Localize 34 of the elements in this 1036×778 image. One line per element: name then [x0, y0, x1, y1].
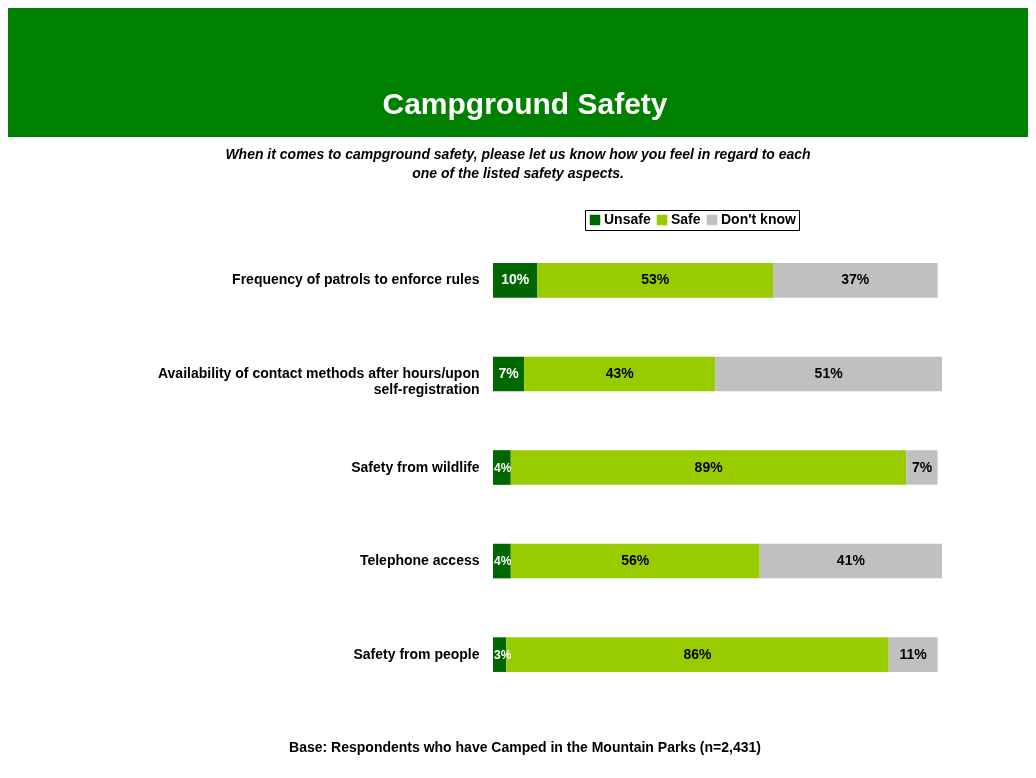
data-label: 86% [683, 645, 713, 662]
data-label: 43% [605, 364, 635, 381]
bar [537, 263, 774, 298]
legend-label: Unsafe [604, 211, 651, 227]
bar [773, 263, 938, 298]
y-tick-label: Safety from people [353, 645, 480, 662]
bar [715, 356, 942, 392]
data-label: 10% [501, 271, 530, 288]
chart-title: Campground Safety [382, 87, 668, 120]
y-tick-label: Safety from wildlife [351, 458, 480, 475]
data-label: 11% [899, 645, 928, 662]
bar [888, 637, 938, 672]
data-label: 4% [494, 460, 512, 475]
bar [524, 356, 716, 392]
data-label: 7% [911, 458, 933, 475]
data-label: 41% [836, 552, 866, 569]
data-label: 53% [641, 271, 670, 288]
data-label: 51% [814, 364, 844, 381]
bar [759, 543, 942, 579]
bar [906, 450, 938, 485]
y-tick-label: Availability of contact methods after hours/upon self-registration [157, 364, 480, 397]
legend-label: Don't know [721, 211, 796, 227]
text: Base: Respondents who have Camped in the Mountain Parks (n=2,431) [289, 739, 761, 755]
y-tick-label: Frequency of patrols to enforce rules [232, 271, 480, 288]
data-label: 56% [621, 552, 650, 569]
bar [510, 543, 760, 579]
bar [510, 450, 907, 485]
legend-label: Safe [671, 211, 701, 227]
y-tick-label: Telephone access [359, 552, 480, 569]
data-label: 4% [494, 554, 512, 569]
data-label: 7% [498, 364, 520, 381]
data-label: 37% [841, 271, 870, 288]
data-label: 89% [694, 458, 724, 475]
chart-subtitle: When it comes to campground safety, please let us know how you feel in regard to each one of the listed safety aspects. [225, 146, 811, 181]
